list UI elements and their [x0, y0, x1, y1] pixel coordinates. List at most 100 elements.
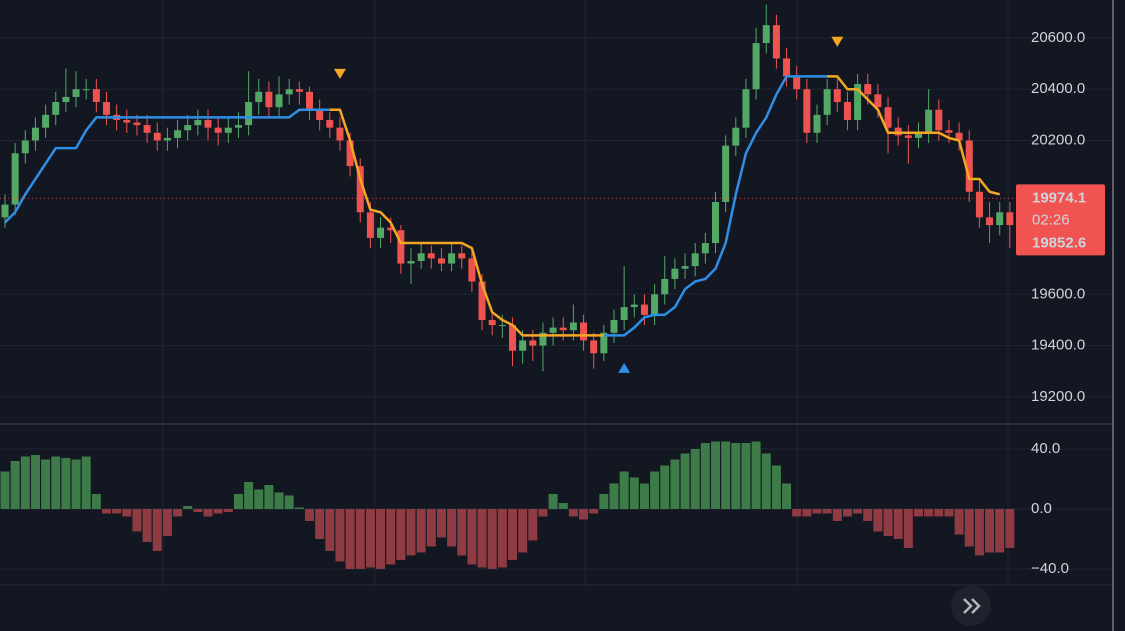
candle-body: [894, 127, 902, 136]
histogram-bar: [690, 448, 700, 509]
candle-body: [712, 202, 719, 244]
candle-body: [427, 253, 435, 259]
candle-body: [488, 319, 496, 326]
candle-body: [691, 253, 699, 267]
histogram-bar: [782, 483, 792, 509]
histogram-bar: [315, 508, 325, 539]
histogram-bar: [1005, 508, 1015, 548]
histogram-bar: [508, 508, 517, 560]
candle-body: [285, 89, 293, 95]
histogram-bar: [924, 508, 934, 517]
plot: 19200.0 19400.0 19600.0 20200.0 20400.0 20600…: [0, 4, 1112, 577]
histogram-bar: [10, 460, 20, 509]
histogram-bar: [589, 508, 599, 514]
y-tick-label: 19400.0: [1031, 337, 1085, 354]
histogram-bar: [162, 508, 172, 536]
candle-body: [651, 294, 659, 315]
candle-body: [986, 217, 994, 226]
candle-body: [1006, 212, 1014, 226]
candle-body: [742, 89, 750, 128]
histogram-bar: [477, 508, 487, 568]
candle-body: [275, 94, 283, 108]
candle-body: [884, 107, 892, 128]
histogram-bar: [112, 508, 122, 514]
candle-body: [377, 227, 385, 238]
trend-line: [329, 75, 1001, 337]
candle-body: [1, 204, 9, 218]
histogram-bar: [203, 508, 213, 517]
candle-body: [529, 340, 537, 346]
candle-body: [21, 140, 29, 154]
histogram-bar: [700, 442, 710, 509]
histogram-bar: [41, 459, 51, 509]
candle-body: [366, 212, 374, 238]
histogram-bar: [528, 508, 538, 541]
histogram-bar: [903, 508, 913, 548]
candle-body: [346, 140, 354, 167]
candle-body: [661, 278, 669, 295]
candle-body: [42, 114, 50, 128]
candle-body: [925, 109, 933, 133]
histogram-bar: [832, 508, 842, 521]
candle-body: [772, 25, 780, 59]
candle-body: [580, 322, 588, 341]
candle-body: [935, 109, 943, 131]
histogram-bar: [609, 483, 619, 509]
candle-body: [123, 119, 131, 123]
trend-line: [4, 75, 828, 337]
histogram-bar: [325, 508, 335, 551]
candle-body: [965, 140, 973, 192]
candle-body: [194, 119, 202, 126]
candle-body: [468, 258, 476, 282]
candle-body: [234, 125, 242, 128]
candle-body: [103, 102, 110, 115]
histogram-bar: [802, 508, 812, 517]
histogram-bar: [305, 508, 314, 521]
candle-body: [590, 340, 598, 354]
histogram-bar: [822, 508, 832, 514]
histogram-bar: [335, 508, 345, 562]
candle-body: [82, 89, 90, 91]
y-tick-label: 40.0: [1031, 440, 1060, 457]
candle-body: [458, 253, 466, 259]
candle-body: [722, 145, 730, 203]
histogram-bar: [538, 508, 548, 517]
candle-body: [996, 212, 1004, 226]
candle-body: [52, 102, 60, 115]
histogram-bar: [193, 508, 203, 512]
histogram-bar: [183, 505, 193, 509]
histogram-bar: [396, 508, 406, 560]
candle-body: [153, 132, 161, 141]
histogram-bar: [842, 508, 852, 517]
histogram-bar: [639, 483, 649, 509]
candle-body: [184, 125, 192, 131]
candle-body: [356, 166, 364, 213]
candle-body: [143, 125, 151, 133]
candle-body: [397, 230, 405, 264]
histogram-bar: [711, 441, 720, 509]
histogram-bar: [731, 442, 741, 509]
histogram-bar: [294, 507, 304, 509]
histogram-bar: [883, 508, 893, 536]
countdown: 02:26: [1032, 211, 1070, 228]
candle-body: [610, 319, 618, 333]
candle-body: [336, 127, 344, 141]
y-tick-label: 20200.0: [1031, 131, 1085, 148]
histogram-bar: [974, 508, 984, 556]
histogram-bar: [213, 508, 223, 514]
histogram-bar: [487, 508, 497, 569]
y-tick-label: 20400.0: [1031, 80, 1085, 97]
histogram-bar: [964, 508, 974, 547]
histogram-bar: [721, 441, 731, 509]
candle-body: [133, 122, 141, 126]
candle-body: [519, 340, 527, 351]
histogram-bar: [812, 508, 822, 514]
candle-body: [245, 102, 253, 126]
candle-body: [92, 89, 100, 103]
candle-body: [793, 76, 801, 90]
histogram-bar: [660, 465, 670, 509]
histogram-bar: [680, 453, 690, 509]
histogram-bar: [81, 456, 91, 509]
